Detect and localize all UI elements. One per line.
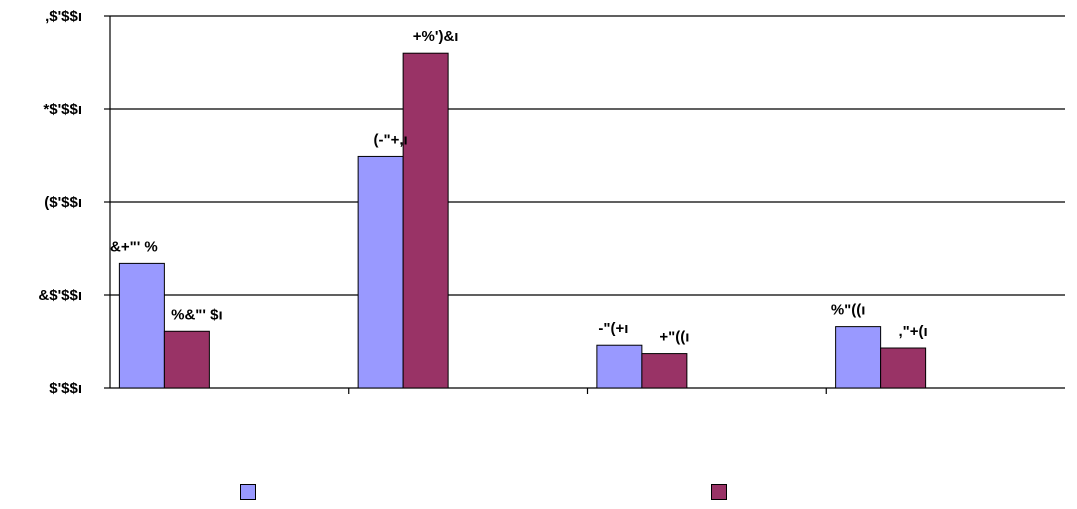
gridlines — [110, 15, 1065, 296]
data-labels: &+"' % (-"+,ı -"(+ı %"((ı %&"' $ı +%')&ı +"((ı… — [110, 28, 928, 345]
y-axis-tick-labels: $'$$ı &$'$$ı ($'$$ı *$'$$ı ,$'$$ı — [38, 8, 82, 397]
bar-series-2-cat-1 — [163, 330, 210, 389]
bar-series-1-cat-4 — [835, 326, 882, 389]
bar-series-1-cat-3 — [596, 344, 643, 389]
data-label-series-2-cat-4: ,"+(ı — [899, 323, 928, 340]
data-label-series-1-cat-4: %"((ı — [831, 302, 866, 319]
legend-swatch-series-1 — [240, 484, 256, 500]
data-label-series-2-cat-1: %&"' $ı — [171, 306, 223, 323]
data-label-series-1-cat-3: -"(+ı — [598, 320, 628, 337]
bar-series-1-cat-2 — [357, 155, 404, 389]
legend-swatch-series-2 — [711, 484, 727, 500]
bars — [118, 52, 927, 389]
data-label-series-1-cat-1: &+"' % — [110, 238, 158, 255]
y-tick-label: $'$$ı — [49, 380, 82, 397]
bar-series-2-cat-3 — [641, 353, 688, 389]
bar-series-2-cat-2 — [402, 52, 449, 389]
bar-series-1-cat-1 — [118, 262, 165, 389]
data-label-series-1-cat-2: (-"+,ı — [374, 131, 408, 148]
y-tick-label: *$'$$ı — [43, 101, 82, 118]
y-tick-label: ,$'$$ı — [45, 8, 82, 25]
y-tick-label: &$'$$ı — [38, 287, 82, 304]
data-label-series-2-cat-3: +"((ı — [659, 329, 689, 346]
y-tick-label: ($'$$ı — [44, 194, 82, 211]
bar-series-2-cat-4 — [880, 347, 927, 389]
data-label-series-2-cat-2: +%')&ı — [413, 28, 459, 45]
